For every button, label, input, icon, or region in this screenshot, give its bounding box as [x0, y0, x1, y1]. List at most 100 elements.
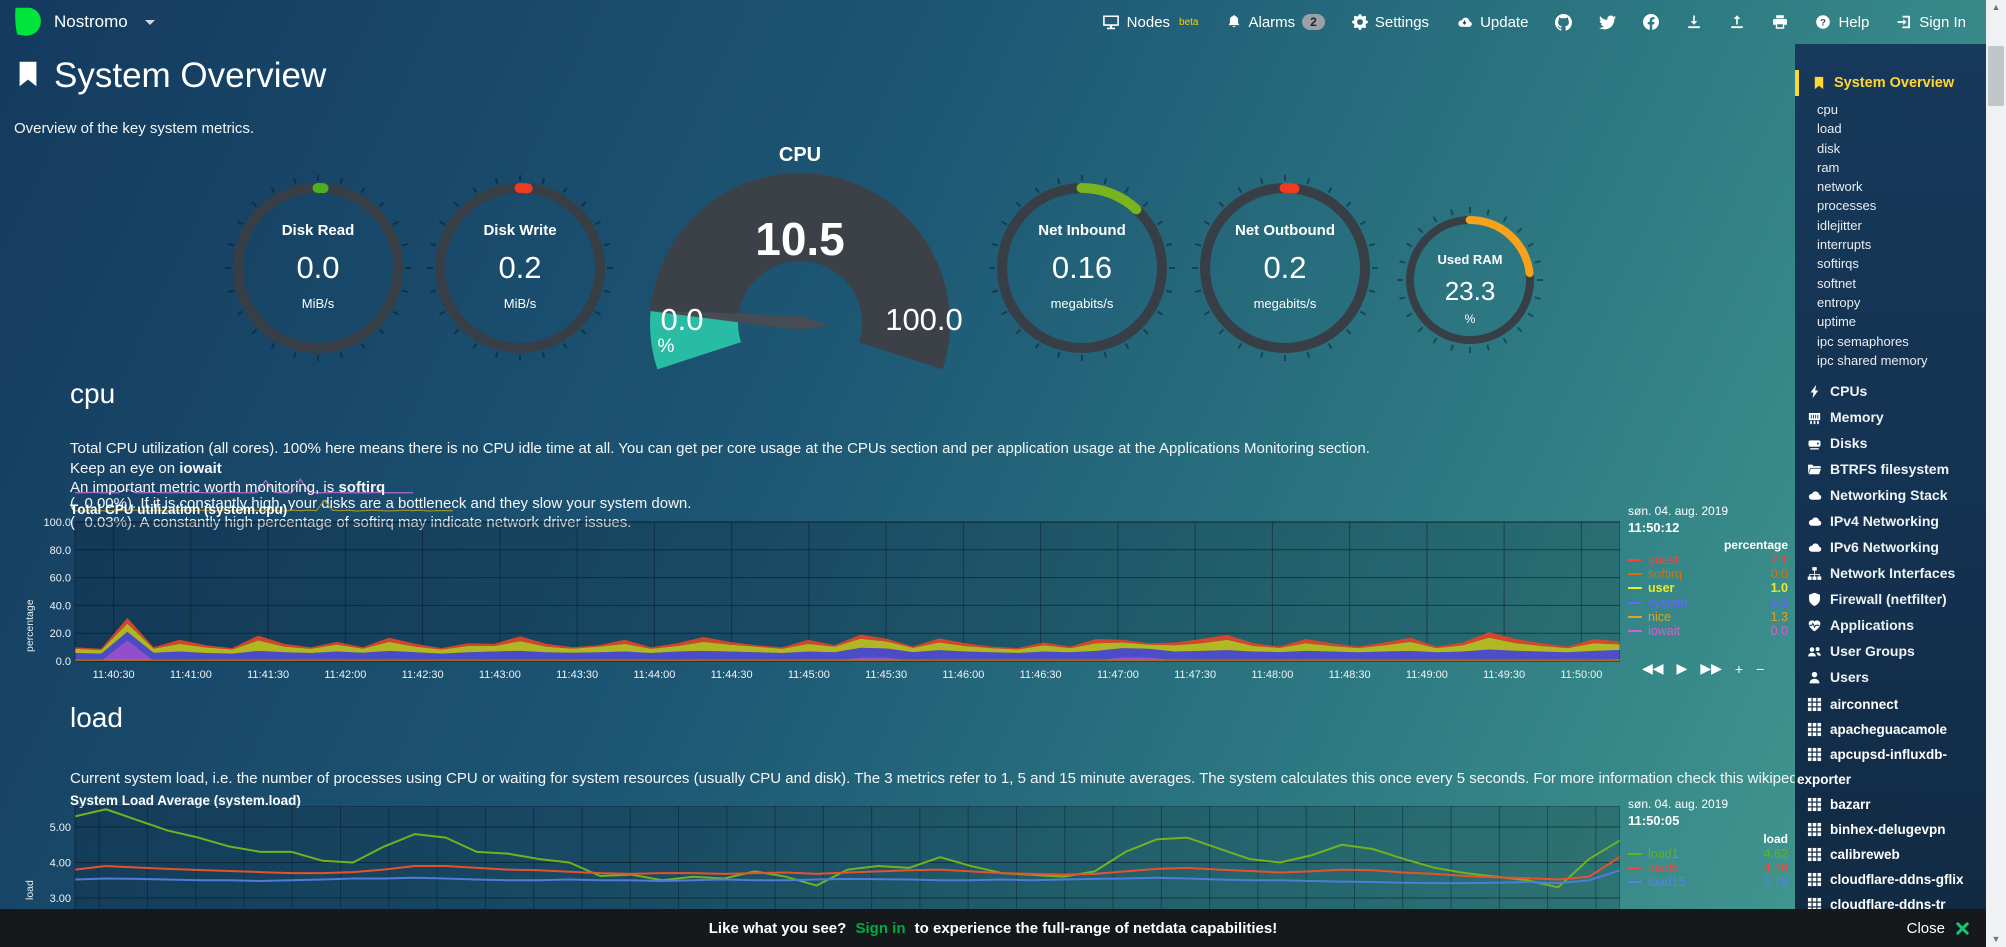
- sidebar-host-apacheguacamole[interactable]: apacheguacamole: [1795, 717, 1986, 742]
- sidebar-host-airconnect[interactable]: airconnect: [1795, 692, 1986, 717]
- sidebar-section-label: Network Interfaces: [1830, 565, 1956, 582]
- legend-row-iowait[interactable]: iowait 0.0: [1628, 624, 1788, 638]
- gauge-net-outbound[interactable]: Net Outbound 0.2 megabits/s: [1185, 168, 1385, 408]
- netdata-logo: [12, 5, 44, 39]
- legend-row-load1[interactable]: load1 4.62: [1628, 847, 1788, 861]
- scrollbar-down-icon[interactable]: ▼: [1991, 934, 2001, 944]
- sidebar-item-network[interactable]: network: [1817, 179, 1863, 195]
- sidebar-section-disks[interactable]: Disks: [1795, 430, 1986, 456]
- export-button[interactable]: [1686, 14, 1702, 30]
- softirq-sparkline[interactable]: [74, 496, 454, 514]
- sidebar-host-bazarr[interactable]: bazarr: [1795, 792, 1986, 817]
- x-tick: 11:44:30: [711, 669, 753, 681]
- gauge-disk-read[interactable]: Disk Read 0.0 MiB/s: [218, 168, 418, 408]
- gauge-disk-write[interactable]: Disk Write 0.2 MiB/s: [420, 168, 620, 408]
- sidebar-item-ram[interactable]: ram: [1817, 159, 1840, 175]
- play-button[interactable]: ▶: [1676, 660, 1688, 676]
- settings-button[interactable]: Settings: [1351, 14, 1429, 31]
- sidebar-item-cpu[interactable]: cpu: [1817, 102, 1838, 117]
- zoom-out-button[interactable]: −: [1756, 660, 1765, 677]
- sidebar-section-label: CPUs: [1830, 383, 1868, 400]
- gauge-used-ram[interactable]: Used RAM 23.3 %: [1390, 200, 1550, 400]
- alarms-button[interactable]: Alarms 2: [1226, 14, 1325, 31]
- sidebar-section-networking-stack[interactable]: Networking Stack: [1795, 482, 1986, 508]
- gauge-net-inbound[interactable]: Net Inbound 0.16 megabits/s: [982, 168, 1182, 408]
- gauge-ring: [989, 175, 1175, 361]
- sidebar-section-network-interfaces[interactable]: Network Interfaces: [1795, 560, 1986, 586]
- sitemap-icon: [1807, 566, 1822, 581]
- update-button[interactable]: Update: [1456, 14, 1528, 31]
- sidebar-section-users[interactable]: Users: [1795, 664, 1986, 690]
- legend-row-load15[interactable]: load15 3.78: [1628, 875, 1788, 889]
- sidebar-item-ipc-semaphores[interactable]: ipc semaphores: [1817, 333, 1909, 349]
- x-tick: 11:40:30: [93, 669, 135, 681]
- sidebar-item-ipc-shared-memory[interactable]: ipc shared memory: [1817, 352, 1928, 368]
- sidebar-item-system-overview[interactable]: System Overview: [1795, 70, 1986, 96]
- legend-row-nice[interactable]: nice 1.3: [1628, 610, 1788, 624]
- load-desc-line1: Current system load, i.e. the number of …: [70, 770, 1854, 787]
- sidebar-section-cpus[interactable]: CPUs: [1795, 378, 1986, 404]
- sidebar-item-softirqs[interactable]: softirqs: [1817, 256, 1859, 272]
- banner-close-button[interactable]: Close: [1907, 920, 1970, 937]
- import-button[interactable]: [1729, 14, 1745, 30]
- svg-text:?: ?: [1821, 17, 1827, 28]
- zoom-in-button[interactable]: +: [1734, 660, 1744, 677]
- sidebar-sections: CPUs Memory Disks BTRFS filesystem Networkin…: [1795, 378, 1986, 690]
- sidebar-item-interrupts[interactable]: interrupts: [1817, 237, 1872, 253]
- sidebar-section-ipv4-networking[interactable]: IPv4 Networking: [1795, 508, 1986, 534]
- x-tick: 11:42:30: [402, 669, 444, 681]
- sidebar-host-calibreweb[interactable]: calibreweb: [1795, 842, 1986, 867]
- sidebar-item-load[interactable]: load: [1817, 121, 1842, 137]
- facebook-button[interactable]: [1643, 14, 1660, 30]
- sidebar-section-user-groups[interactable]: User Groups: [1795, 638, 1986, 664]
- sidebar-item-processes[interactable]: processes: [1817, 198, 1877, 214]
- sidebar-host-apcupsd-influxdb-exporter[interactable]: apcupsd-influxdb-exporter: [1795, 742, 1986, 792]
- pan-forward-button[interactable]: ▶▶: [1700, 660, 1722, 676]
- scrollbar-up-icon[interactable]: ▲: [1991, 2, 2001, 12]
- nodes-button[interactable]: Nodes beta: [1102, 13, 1199, 31]
- sidebar-section-applications[interactable]: Applications: [1795, 612, 1986, 638]
- sidebar-host-cloudflare-ddns-gflix[interactable]: cloudflare-ddns-gflix: [1795, 867, 1986, 892]
- legend-row-system[interactable]: system 6.2: [1628, 596, 1788, 610]
- legend-row-guest[interactable]: guest 2.1: [1628, 553, 1788, 567]
- cpu-chart-plot[interactable]: 0.0 20.0 40.0 60.0 80.0 100.0 11:40:30 11:41:00…: [40, 518, 1620, 684]
- twitter-button[interactable]: [1599, 14, 1617, 31]
- cloud-icon: [1807, 514, 1822, 529]
- host-selector[interactable]: Nostromo: [0, 5, 155, 39]
- gauge-cpu[interactable]: CPU 10.5 0.0 100.0 %: [626, 144, 974, 380]
- sidebar-item-entropy[interactable]: entropy: [1817, 294, 1861, 310]
- github-button[interactable]: [1555, 13, 1573, 31]
- legend-row-user[interactable]: user 1.0: [1628, 581, 1788, 595]
- legend-row-load5[interactable]: load5 4.16: [1628, 861, 1788, 875]
- signin-button[interactable]: Sign In: [1896, 14, 1966, 31]
- sidebar-section-memory[interactable]: Memory: [1795, 404, 1986, 430]
- sidebar-section-label: Disks: [1830, 435, 1868, 452]
- cpu-legend-date: søn. 04. aug. 2019: [1628, 504, 1729, 518]
- banner-signin-link[interactable]: Sign in: [855, 919, 906, 937]
- sidebar-host-binhex-delugevpn[interactable]: binhex-delugevpn: [1795, 817, 1986, 842]
- sidebar-item-disk[interactable]: disk: [1817, 140, 1841, 156]
- sidebar-item-softnet[interactable]: softnet: [1817, 275, 1857, 291]
- page-scrollbar[interactable]: ▲ ▼: [1986, 0, 2006, 947]
- help-button[interactable]: ? Help: [1815, 14, 1869, 31]
- svg-text:40.0: 40.0: [50, 600, 71, 612]
- pan-backward-button[interactable]: ◀◀: [1642, 660, 1664, 676]
- iowait-sparkline[interactable]: [74, 477, 414, 495]
- nodes-beta-tag: beta: [1179, 16, 1199, 28]
- shield-icon: [1807, 592, 1822, 607]
- scrollbar-thumb[interactable]: [1988, 46, 2004, 106]
- x-tick: 11:43:30: [556, 669, 598, 681]
- print-button[interactable]: [1772, 14, 1788, 30]
- banner-message: Like what you see? Sign in to experience…: [709, 920, 1277, 937]
- sidebar-item-idlejitter[interactable]: idlejitter: [1817, 217, 1862, 233]
- sidebar-section-btrfs-filesystem[interactable]: BTRFS filesystem: [1795, 456, 1986, 482]
- sidebar-section-firewall-netfilter-[interactable]: Firewall (netfilter): [1795, 586, 1986, 612]
- print-icon: [1772, 14, 1788, 30]
- x-tick: 11:41:30: [247, 669, 289, 681]
- x-tick: 11:45:30: [865, 669, 907, 681]
- sidebar-section-ipv6-networking[interactable]: IPv6 Networking: [1795, 534, 1986, 560]
- x-tick: 11:49:00: [1406, 669, 1448, 681]
- legend-row-softirq[interactable]: softirq 0.0: [1628, 567, 1788, 581]
- sidebar-item-uptime[interactable]: uptime: [1817, 314, 1857, 330]
- legend-dash: [1628, 559, 1642, 562]
